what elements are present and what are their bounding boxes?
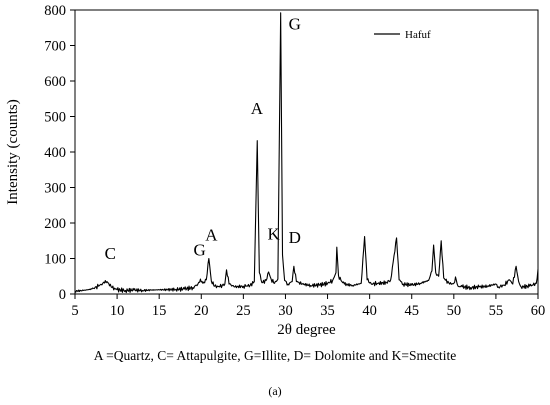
axes: 5 10 15 20 25 30 35 40 45 50 55 6001002003004005006… bbox=[5, 3, 545, 338]
x-tick-label: 10 bbox=[110, 303, 125, 319]
x-tick-label: 40 bbox=[362, 303, 377, 319]
y-tick-label: 300 bbox=[44, 181, 66, 197]
y-tick-label: 400 bbox=[44, 145, 66, 161]
y-tick-label: 600 bbox=[44, 74, 66, 90]
x-tick-label: 25 bbox=[236, 303, 251, 319]
x-tick-label: 5 bbox=[71, 303, 78, 319]
peak-label: A bbox=[251, 99, 264, 118]
peak-label: G bbox=[289, 15, 301, 34]
panel-label: (a) bbox=[268, 384, 282, 398]
y-tick-label: 800 bbox=[44, 3, 66, 19]
figure-caption: A =Quartz, C= Attapulgite, G=Illite, D= … bbox=[93, 348, 457, 363]
y-tick-label: 500 bbox=[44, 110, 66, 126]
x-tick-label: 35 bbox=[320, 303, 335, 319]
y-tick-label: 0 bbox=[59, 287, 66, 303]
y-axis-title: Intensity (counts) bbox=[5, 99, 21, 204]
x-tick-label: 50 bbox=[447, 303, 462, 319]
plot-frame bbox=[74, 9, 539, 295]
x-tick-label: 45 bbox=[404, 303, 419, 319]
x-axis-title: 2θ degree bbox=[277, 322, 336, 338]
legend-label: Hafuf bbox=[405, 29, 431, 41]
y-tick-label: 200 bbox=[44, 216, 66, 232]
peak-label: C bbox=[105, 244, 116, 263]
peak-label: D bbox=[289, 228, 301, 247]
x-tick-label: 20 bbox=[194, 303, 209, 319]
y-tick-label: 100 bbox=[44, 252, 66, 268]
xrd-chart: 5 10 15 20 25 30 35 40 45 50 55 6001002003004005006… bbox=[5, 3, 545, 338]
plot-area bbox=[74, 12, 539, 294]
peak-label: A bbox=[205, 225, 218, 244]
series-line-hafuf bbox=[74, 12, 539, 294]
x-tick-label: 15 bbox=[152, 303, 167, 319]
x-tick-label: 30 bbox=[278, 303, 293, 319]
x-tick-label: 55 bbox=[489, 303, 504, 319]
y-tick-label: 700 bbox=[44, 39, 66, 55]
legend: Hafuf bbox=[374, 29, 431, 41]
x-tick-label: 60 bbox=[531, 303, 546, 319]
peak-label: K bbox=[268, 224, 281, 243]
peak-label: G bbox=[193, 240, 205, 259]
